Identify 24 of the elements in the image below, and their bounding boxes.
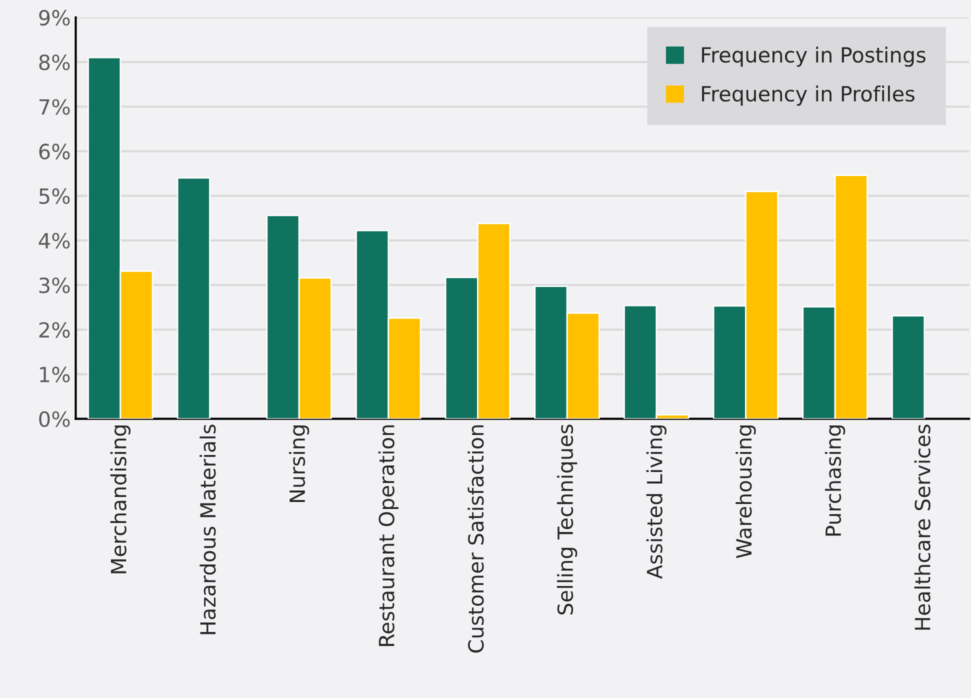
y-tick-label: 1% bbox=[40, 366, 70, 382]
legend-label: Frequency in Profiles bbox=[702, 86, 914, 106]
y-tick-label: 5% bbox=[39, 188, 70, 204]
y-tick-label: 3% bbox=[39, 277, 70, 294]
x-tick-label: Assisted Living bbox=[646, 426, 666, 579]
y-tick-label: 9% bbox=[39, 10, 70, 26]
x-tick-label: Merchandising bbox=[110, 426, 130, 574]
y-tick-label: 0% bbox=[39, 411, 70, 428]
legend-label: Frequency in Postings bbox=[702, 46, 926, 67]
y-tick-label: 4% bbox=[38, 232, 70, 249]
x-tick-label: Selling Techniques bbox=[556, 424, 578, 614]
bar bbox=[892, 315, 926, 419]
bar bbox=[176, 177, 210, 419]
y-tick-label: 7% bbox=[40, 99, 70, 115]
y-tick-label: 8% bbox=[39, 54, 70, 70]
x-tick-label: Hazardous Materials bbox=[200, 424, 216, 634]
x-tick-label: Restaurant Operation bbox=[378, 425, 398, 646]
x-tick-label: Purchasing bbox=[824, 426, 846, 536]
x-tick-label: Warehousing bbox=[736, 426, 756, 558]
x-tick-label: Nursing bbox=[288, 426, 310, 502]
y-tick-label: 2% bbox=[39, 322, 70, 338]
x-tick-label: Healthcare Services bbox=[914, 424, 930, 630]
y-tick-label: 6% bbox=[39, 144, 70, 160]
x-tick-label: Customer Satisfaction bbox=[468, 425, 484, 653]
